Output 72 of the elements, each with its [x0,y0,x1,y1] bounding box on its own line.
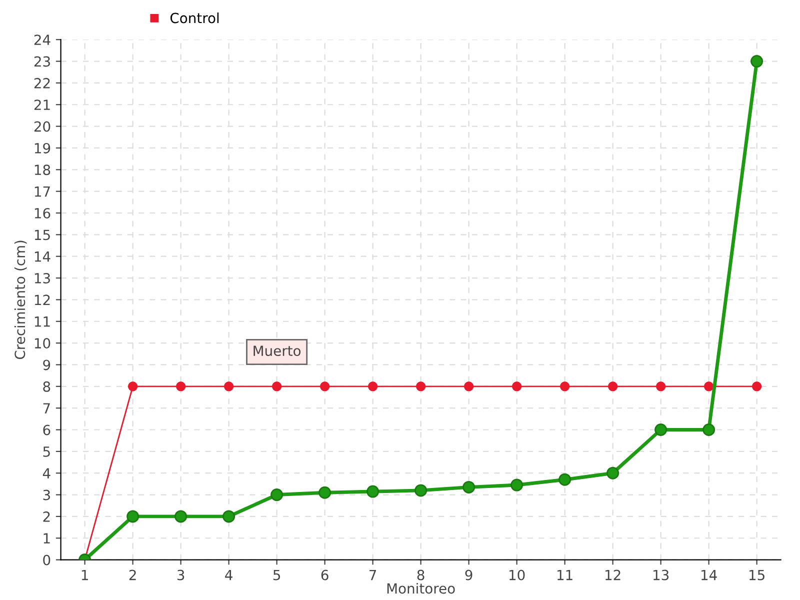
x-tick-label: 11 [557,570,572,580]
x-tick-label: 1 [82,570,88,580]
y-tick-label: 6 [43,424,50,436]
x-tick-label: 13 [653,570,669,580]
y-tick-label: 3 [43,490,50,500]
point [464,382,474,392]
y-tick-label: 5 [43,446,50,457]
y-tick-label: 2 [43,511,50,522]
point [224,382,234,392]
point [416,382,426,392]
point [222,510,236,523]
y-tick-label: 10 [34,338,50,349]
point [126,510,140,523]
y-tick-label: 18 [34,164,50,176]
annotation: Muerto [254,346,301,356]
point [174,510,188,523]
point [176,382,186,392]
y-tick-label: 21 [34,100,50,110]
point [558,473,572,486]
point [560,382,570,392]
y-tick-label: 22 [34,78,50,88]
point [702,424,716,436]
x-tick-label: 12 [605,570,620,580]
point [750,55,764,68]
x-tick-label: 7 [370,570,376,580]
y-tick-label: 12 [34,294,50,305]
y-tick-label: 20 [34,121,50,132]
point [608,382,618,392]
y-tick-label: 7 [43,403,50,414]
point [656,382,666,392]
x-tick-label: 8 [417,570,424,580]
x-axis-title: Monitoreo [387,582,455,594]
y-tick-label: 13 [34,272,50,284]
point [654,424,668,436]
y-tick-label: 24 [34,34,50,45]
y-tick-label: 4 [42,468,50,478]
x-tick-label: 4 [225,570,232,580]
y-tick-label: 23 [34,56,50,67]
y-tick-label: 14 [34,252,50,262]
y-tick-label: 15 [34,230,50,240]
y-tick-label: 0 [43,554,50,566]
y-tick-label: 8 [43,381,50,392]
point [366,485,380,498]
y-tick-label: 19 [34,142,50,154]
point [462,480,476,494]
x-tick-label: 14 [701,570,717,580]
x-tick-label: 6 [321,570,328,580]
point [606,466,620,480]
x-tick-label: 10 [509,570,525,580]
x-tick-label: 3 [177,570,184,580]
point [272,382,282,392]
point [752,382,762,392]
y-axis-title: Crecimiento (cm) [14,240,27,360]
y-tick-label: 16 [34,208,50,218]
legend-label: Control [170,12,219,24]
point [704,382,714,392]
point [320,382,330,392]
point [510,478,524,492]
point [128,382,138,392]
point [368,382,378,392]
point [512,382,522,392]
y-tick-label: 9 [43,360,50,370]
x-tick-label: 2 [129,570,136,580]
point [414,484,428,497]
point [318,486,332,499]
x-tick-label: 15 [749,570,764,580]
y-tick-label: 1 [44,533,50,544]
y-tick-label: 17 [34,186,50,197]
point [270,488,284,502]
x-tick-label: 5 [273,570,280,580]
x-tick-label: 9 [465,570,472,580]
y-tick-label: 11 [34,316,50,327]
